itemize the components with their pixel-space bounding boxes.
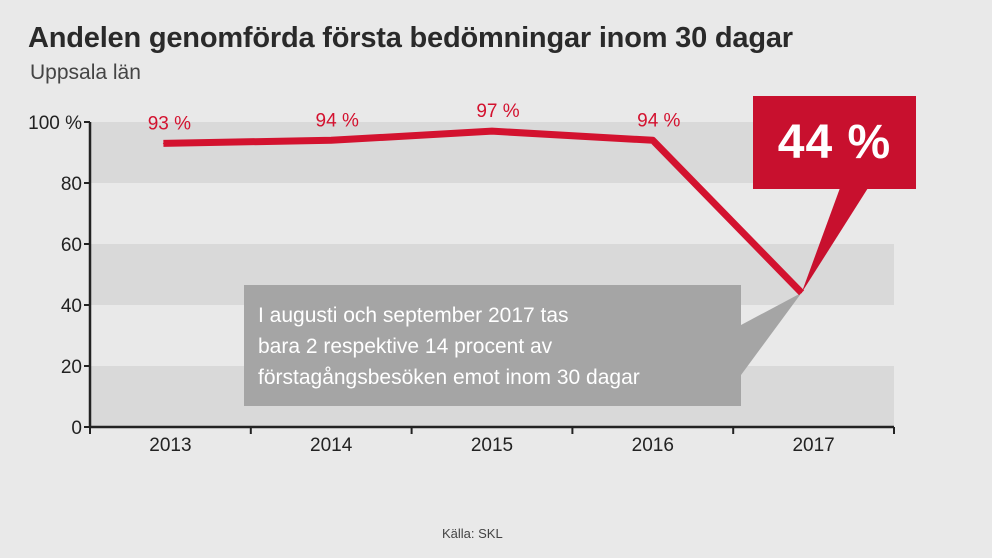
x-tick-label: 2014 xyxy=(310,435,353,456)
annotation-pointer xyxy=(741,292,802,375)
data-label: 97 % xyxy=(476,101,519,122)
highlight-box: 44 % xyxy=(753,96,916,189)
y-tick-label: 100 % xyxy=(28,113,82,134)
data-point xyxy=(162,142,164,144)
x-tick-label: 2017 xyxy=(792,435,834,456)
x-tick-label: 2013 xyxy=(149,435,191,456)
annotation-box: I augusti och september 2017 tas bara 2 … xyxy=(244,285,741,406)
data-point xyxy=(801,292,803,294)
x-tick-label: 2015 xyxy=(471,435,513,456)
y-tick-label: 60 xyxy=(61,235,82,256)
data-label: 94 % xyxy=(316,110,359,131)
y-tick-label: 0 xyxy=(71,418,82,439)
annotation-line: förstagångsbesöken emot inom 30 dagar xyxy=(258,366,640,389)
data-point xyxy=(491,130,493,132)
annotation-line: I augusti och september 2017 tas xyxy=(258,304,569,327)
data-point xyxy=(652,139,654,141)
chart-title: Andelen genomförda första bedömningar in… xyxy=(28,22,793,54)
data-point xyxy=(330,139,332,141)
y-tick-label: 40 xyxy=(61,296,82,317)
y-tick-label: 20 xyxy=(61,357,82,378)
highlight-pointer xyxy=(801,188,868,293)
data-label: 93 % xyxy=(148,113,191,134)
chart-subtitle: Uppsala län xyxy=(30,61,141,84)
y-tick-label: 80 xyxy=(61,174,82,195)
highlight-value: 44 % xyxy=(777,116,892,169)
source-note: Källa: SKL xyxy=(442,526,503,541)
annotation-line: bara 2 respektive 14 procent av xyxy=(258,335,553,358)
data-label: 94 % xyxy=(637,110,680,131)
annotation-text: I augusti och september 2017 tas bara 2 … xyxy=(258,300,731,393)
x-tick-label: 2016 xyxy=(632,435,674,456)
